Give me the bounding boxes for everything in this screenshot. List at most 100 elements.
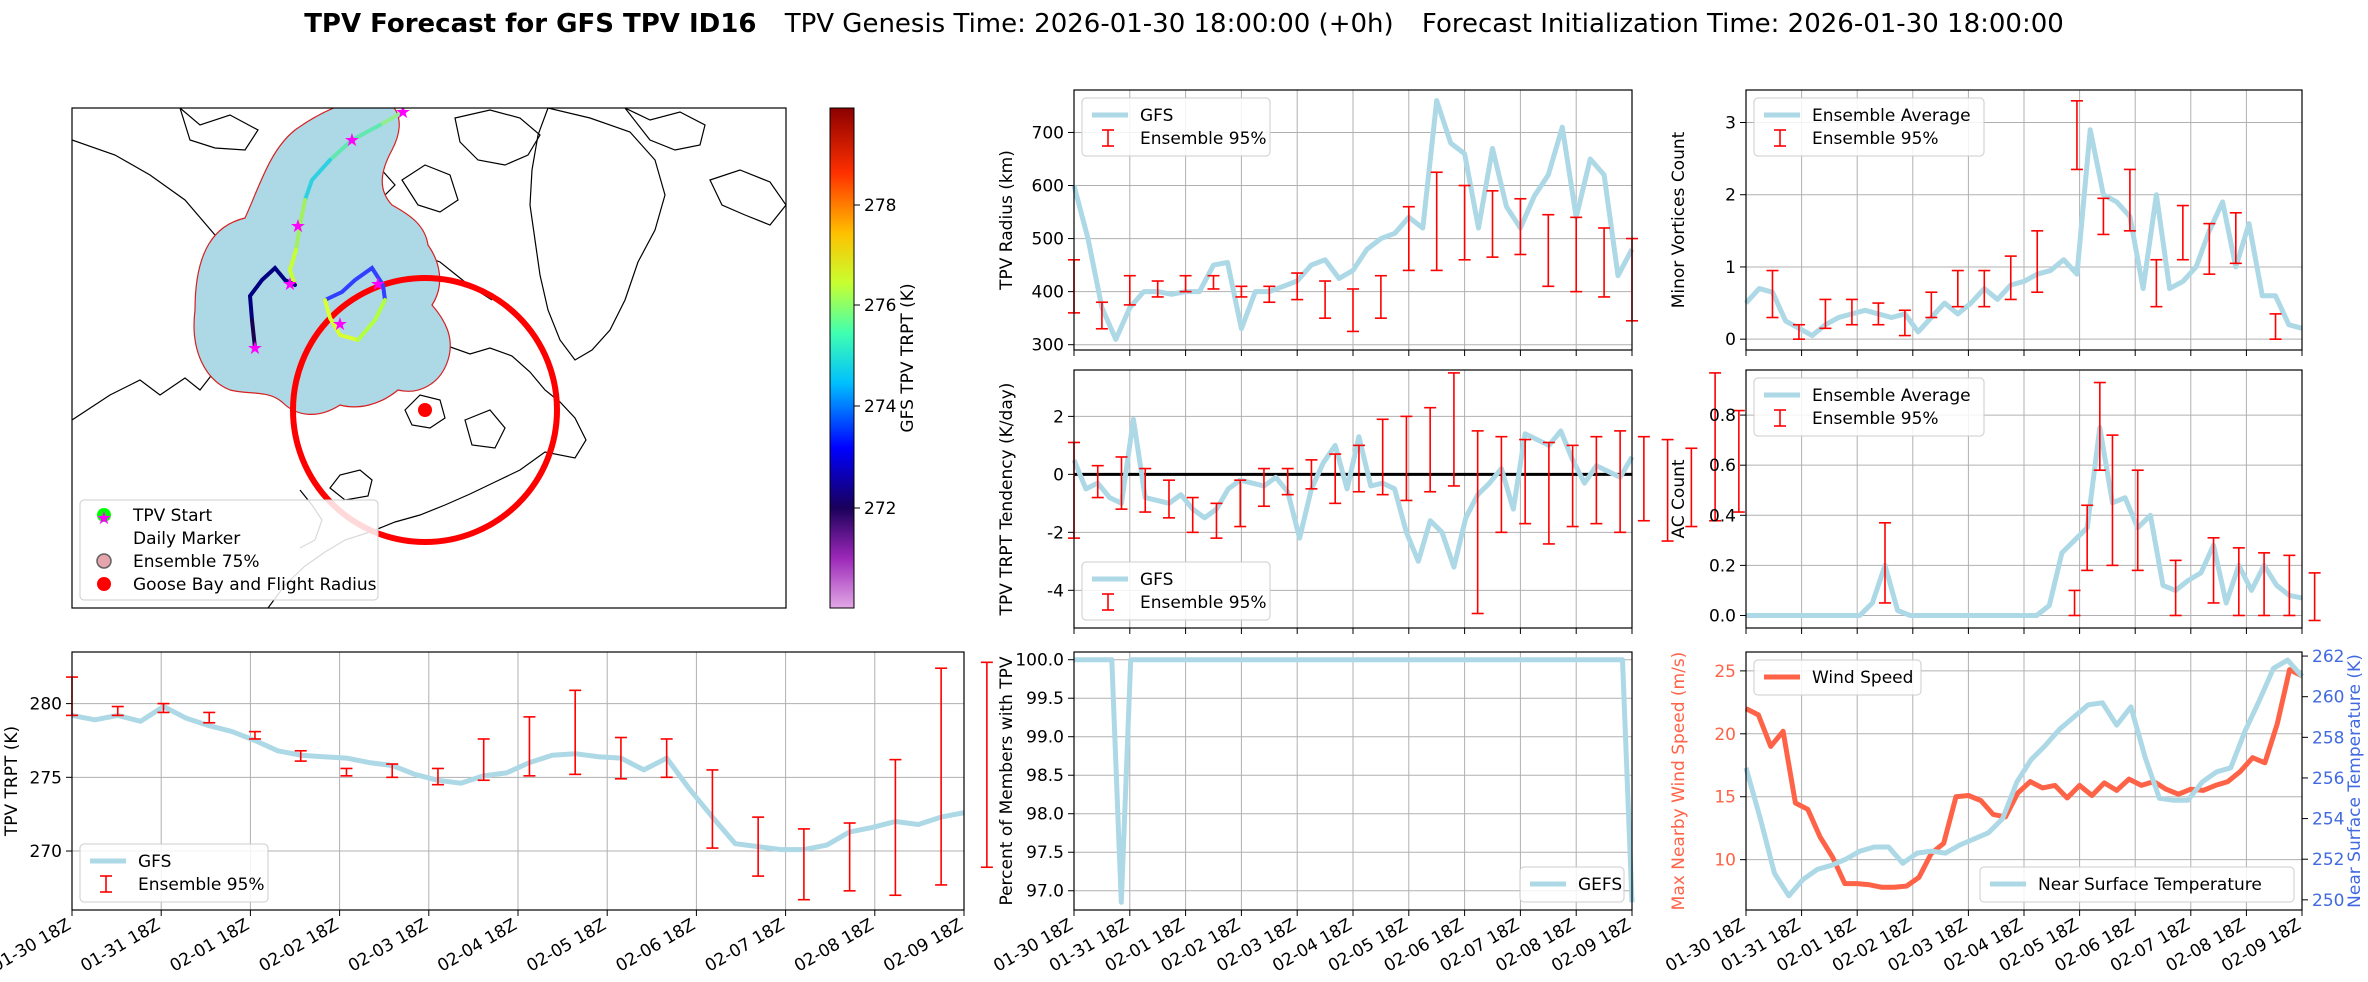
y-tick-label: 20 — [1714, 725, 1736, 745]
legend: Ensemble Average Ensemble 95% — [1753, 97, 1985, 157]
plot-frame — [1745, 89, 2303, 351]
colorbar-tick-label: 272 — [864, 499, 896, 519]
y-tick-label: 0.0 — [1709, 606, 1736, 626]
svg-text:★: ★ — [332, 314, 348, 335]
y-tick-label: 3 — [1725, 114, 1736, 134]
plot-frame — [1745, 369, 2303, 629]
y-axis-label: Percent of Members with TPV — [997, 656, 1017, 905]
legend-box — [1753, 659, 1922, 696]
ensemble-75-symbol — [96, 553, 112, 569]
y-tick-label-right: 258 — [2312, 728, 2344, 748]
legend-ensemble-75: Ensemble 75% — [133, 552, 260, 572]
chart-tendency: -4 -2 0 2 TPV TRPT Tendency (K/day) GFS Ensemb… — [997, 369, 1769, 634]
y-tick-label: 0.4 — [1709, 506, 1736, 526]
y-axis-label: AC Count — [1669, 459, 1689, 538]
colorbar-label: GFS TPV TRPT (K) — [898, 283, 918, 432]
y-tick-label-right: 262 — [2312, 647, 2344, 667]
y-tick-label: 99.5 — [1026, 689, 1064, 709]
y-tick-label: 275 — [30, 768, 62, 788]
y-tick-label-right: 252 — [2312, 850, 2344, 870]
tpv-track — [247, 110, 405, 350]
y-tick-label: 97.5 — [1026, 843, 1064, 863]
legend-box — [1081, 97, 1271, 157]
colorbar-tick-label: 278 — [864, 196, 896, 216]
svg-text:★: ★ — [247, 338, 263, 359]
y-tick-label: 600 — [1032, 177, 1064, 197]
y-tick-label: 2 — [1053, 407, 1064, 427]
y-tick-label-right: 260 — [2312, 688, 2344, 708]
colorbar-tick-label: 276 — [864, 296, 896, 316]
legend: GFS Ensemble 95% — [79, 843, 269, 903]
x-tick-label: 02-09 18Z — [880, 915, 966, 976]
y-tick-label: 2 — [1725, 186, 1736, 206]
y-tick-label: 98.0 — [1026, 805, 1064, 825]
y-tick-label: 99.0 — [1026, 728, 1064, 748]
y-tick-label: 100.0 — [1015, 651, 1064, 671]
flight-radius-circle — [290, 275, 560, 545]
plot-frame — [1073, 651, 1633, 911]
title-bold: TPV Forecast for GFS TPV ID16 — [304, 9, 757, 39]
series-line-ensemble-average — [1746, 425, 2303, 618]
y-tick-label: 0.8 — [1709, 406, 1736, 426]
series-line-wind-speed — [1744, 667, 2304, 890]
legend-box — [1519, 866, 1625, 903]
map-legend: ★ TPV Start Daily Marker Ensemble 75% Go… — [79, 499, 379, 601]
y-tick-label: 500 — [1032, 230, 1064, 250]
legend-label: Wind Speed — [1812, 668, 1913, 688]
y-tick-label: 15 — [1714, 788, 1736, 808]
legend-label: Ensemble 95% — [1812, 129, 1939, 149]
y-axis-label-right: Near Surface Temperature (K) — [2345, 654, 2365, 908]
y-tick-label: -2 — [1047, 523, 1064, 543]
colorbar: 272 274 276 278 GFS TPV TRPT (K) — [829, 107, 918, 609]
x-tick-label: 02-03 18Z — [345, 915, 431, 976]
legend-box — [1753, 377, 1985, 437]
x-tick-label: 02-06 18Z — [613, 915, 699, 976]
y-tick-label: 1 — [1725, 258, 1736, 278]
map-legend-box — [79, 499, 379, 601]
legend-box — [1979, 866, 2295, 903]
x-tick-label: 01-31 18Z — [77, 915, 163, 976]
plot-frame — [1073, 369, 1633, 629]
legend-label: Ensemble 95% — [138, 875, 265, 895]
legend-label: GFS — [1140, 106, 1173, 126]
y-tick-label: 98.5 — [1026, 766, 1064, 786]
y-tick-label: 0.6 — [1709, 456, 1736, 476]
y-tick-label: 0.2 — [1709, 556, 1736, 576]
legend: GFS Ensemble 95% — [1081, 97, 1271, 157]
series-line-gfs — [71, 704, 965, 853]
y-tick-label: -4 — [1047, 581, 1064, 601]
tpv-start-marker — [97, 508, 111, 522]
series-line-near-surface-temperature — [1743, 657, 2304, 899]
y-axis-label: Minor Vortices Count — [1669, 131, 1689, 308]
plot-frame — [1745, 651, 2303, 911]
x-tick-label: 02-08 18Z — [791, 915, 877, 976]
y-axis-label: TPV Radius (km) — [997, 150, 1017, 291]
chart-minor: 0 1 2 3 Minor Vortices Count Ensemble Average… — [1669, 89, 2303, 356]
svg-text:★: ★ — [395, 102, 411, 123]
x-tick-label: 02-04 18Z — [434, 915, 520, 976]
legend: Near Surface Temperature — [1979, 866, 2295, 903]
y-tick-label-right: 256 — [2312, 769, 2344, 789]
chart-radius: 300 400 500 600 700 TPV Radius (km) GFS Ensembl… — [997, 89, 1638, 356]
daily-marker-symbol: ★ — [96, 508, 112, 529]
figure-title: TPV Forecast for GFS TPV ID16 TPV Genesi… — [0, 4, 2368, 44]
y-tick-label: 0 — [1053, 465, 1064, 485]
daily-markers: ★ ★ ★ ★ ★ ★ ★ — [247, 102, 411, 359]
title-genesis: TPV Genesis Time: 2026-01-30 18:00:00 (+… — [784, 9, 1394, 39]
legend-tpv-start: TPV Start — [132, 506, 213, 526]
legend-daily-marker: Daily Marker — [133, 529, 240, 549]
svg-text:★: ★ — [290, 216, 306, 237]
colorbar-gradient — [829, 107, 855, 609]
legend: GEFS — [1519, 866, 1625, 903]
y-tick-label-right: 250 — [2312, 891, 2344, 911]
y-tick-label: 700 — [1032, 123, 1064, 143]
legend-label: Ensemble Average — [1812, 106, 1971, 126]
legend: Wind Speed — [1753, 659, 1922, 696]
x-tick-label: 01-30 18Z — [0, 915, 75, 976]
series-line-gfs — [1071, 416, 1635, 570]
